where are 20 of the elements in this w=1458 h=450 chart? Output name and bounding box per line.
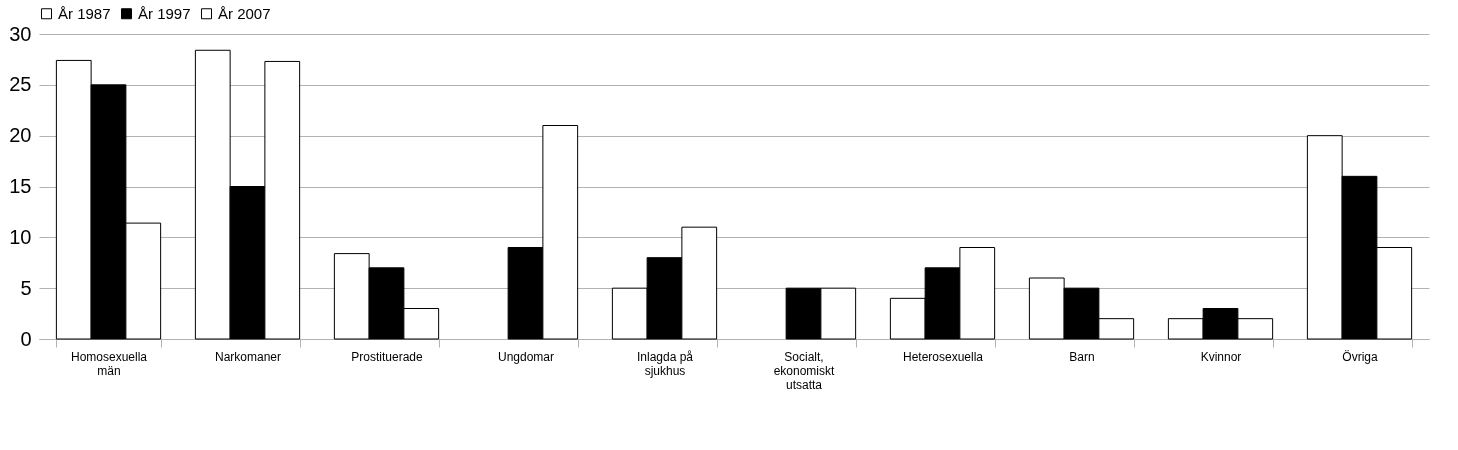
x-tick-label: Socialt, ekonomiskt utsatta	[773, 349, 836, 392]
legend-label: År 1997	[138, 4, 191, 22]
x-tick-label: Kvinnor	[1200, 349, 1242, 364]
x-tick-label: Homosexuella män	[70, 349, 148, 378]
y-tick-label: 10	[9, 225, 32, 248]
x-tick-label: Övriga	[1342, 349, 1378, 364]
y-tick-label: 30	[9, 22, 32, 45]
x-tick-label: Ungdomar	[497, 349, 555, 364]
x-tick-label: Prostituerade	[351, 349, 424, 364]
y-tick-label: 20	[9, 124, 32, 147]
y-tick-label: 25	[9, 73, 32, 96]
x-tick-label: Inlagda på sjukhus	[636, 349, 694, 378]
y-tick-label: 15	[9, 175, 32, 197]
x-tick-label: Heterosexuella	[902, 349, 984, 364]
legend-label: År 1987	[58, 4, 111, 22]
y-tick-label: 5	[20, 276, 32, 299]
legend-label: År 2007	[218, 4, 271, 22]
x-tick-label: Narkomaner	[214, 349, 282, 364]
y-tick-label: 0	[20, 327, 32, 350]
x-tick-label: Barn	[1069, 349, 1095, 364]
